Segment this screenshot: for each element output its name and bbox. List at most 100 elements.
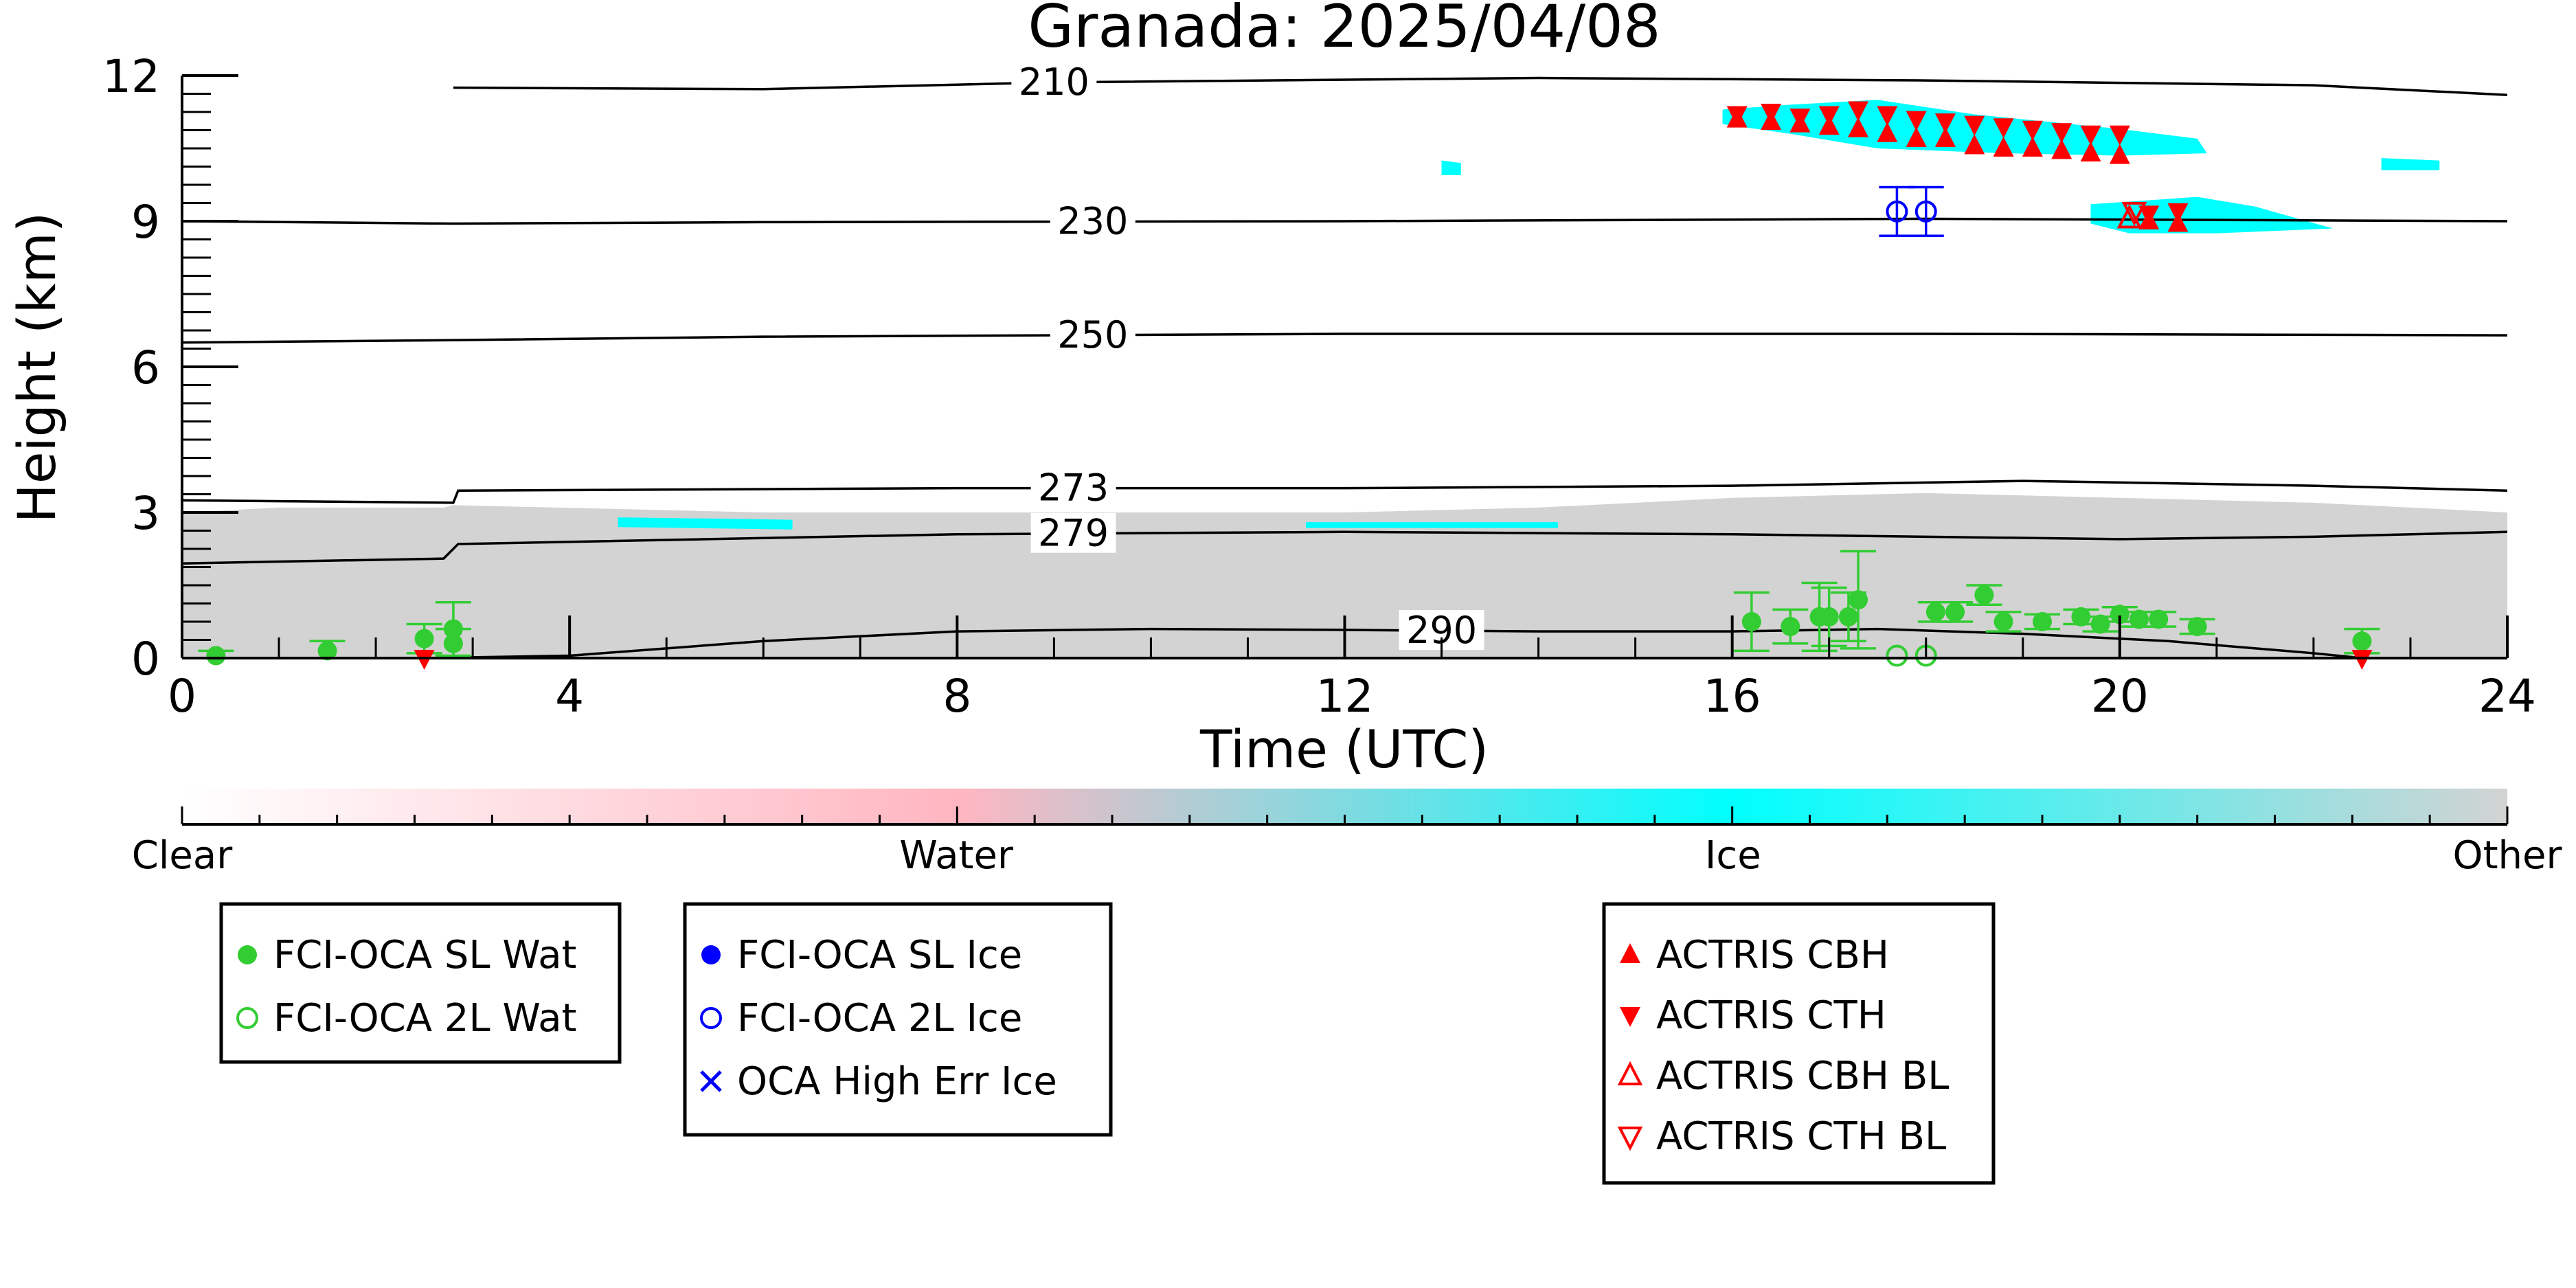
legend-marker [1620, 1007, 1640, 1027]
series-actris-cbh-bl [2116, 204, 2143, 229]
legend-label: ACTRIS CBH BL [1656, 1054, 1949, 1098]
isotherm-line-273 [181, 479, 2508, 504]
legend-box-3: ACTRIS CBH ACTRIS CTH ACTRIS CBH BL ACTRIS … [1602, 902, 1996, 1185]
category-colorbar: Clear Water Ice Other [132, 789, 2562, 878]
legend-marker [700, 1070, 722, 1092]
legend-item-actris-cth: ACTRIS CTH [1620, 993, 1886, 1038]
data-point [2109, 125, 2130, 146]
legend: FCI-OCA SL Wat FCI-OCA 2L Wat FCI-OCA SL I… [219, 902, 1996, 1185]
region-ice-4 [1441, 160, 1461, 175]
data-point [2187, 617, 2207, 637]
data-point [1886, 644, 1908, 667]
data-point [1818, 106, 1840, 126]
data-point [1848, 117, 1869, 137]
legend-frame [219, 902, 622, 1064]
legend-label: OCA High Err Ice [737, 1059, 1057, 1104]
isotherm-line-250 [181, 332, 2508, 344]
data-point [2121, 201, 2147, 227]
data-point [2167, 203, 2189, 223]
data-point [2051, 139, 2072, 159]
y-tick-label: 0 [131, 633, 160, 686]
data-point [1964, 134, 1985, 155]
data-point [1886, 200, 1908, 223]
region-ice-6 [1306, 522, 1558, 528]
colorbar-label-clear: Clear [132, 833, 233, 878]
legend-item-fci-oca-2l-ice: FCI-OCA 2L Ice [700, 996, 1022, 1041]
legend-item-actris-cth-bl: ACTRIS CTH BL [1617, 1114, 1946, 1159]
x-axis-title: Time (UTC) [1199, 719, 1489, 780]
isotherm-label-bg [1030, 467, 1116, 508]
x-tick-label: 20 [2091, 670, 2149, 723]
legend-label: ACTRIS CTH [1656, 993, 1886, 1038]
data-point [1726, 106, 1748, 126]
legend-item-fci-oca-2l-wat: FCI-OCA 2L Wat [236, 996, 577, 1041]
y-tick-label: 9 [131, 196, 160, 249]
data-point [2022, 137, 2043, 157]
data-point [1741, 612, 1761, 631]
x-tick-label: 4 [555, 670, 584, 723]
colorbar-label-other: Other [2452, 833, 2562, 878]
data-point [1781, 617, 1800, 637]
data-point [2351, 650, 2373, 670]
data-point [414, 629, 434, 648]
data-point [1838, 607, 1858, 626]
legend-item-fci-oca-sl-wat: FCI-OCA SL Wat [238, 933, 577, 978]
legend-frame [1602, 902, 1996, 1185]
data-point [2138, 205, 2160, 226]
data-point [2080, 142, 2101, 162]
isotherm-line-210 [453, 76, 2508, 97]
legend-item-actris-cbh-bl: ACTRIS CBH BL [1617, 1054, 1949, 1098]
data-point [1819, 607, 1839, 626]
x-tick-label: 24 [2478, 670, 2536, 723]
data-point [1761, 104, 1782, 124]
data-point [317, 641, 337, 661]
data-point [414, 650, 435, 670]
legend-label: FCI-OCA 2L Ice [737, 996, 1022, 1041]
data-point [2149, 609, 2169, 629]
y-tick-label: 6 [131, 341, 160, 394]
y-tick-label: 3 [131, 487, 160, 540]
data-point [1789, 109, 1811, 129]
y-axis-title: Height (km) [6, 212, 67, 523]
legend-item-actris-cbh: ACTRIS CBH [1620, 933, 1889, 978]
x-tick-label: 16 [1704, 670, 1761, 723]
y-tick-label: 12 [102, 50, 160, 103]
colorbar-label-ice: Ice [1705, 833, 1761, 878]
data-point [2116, 204, 2143, 229]
region-ice-5 [618, 517, 793, 530]
x-stroke [700, 1070, 722, 1092]
data-point [1993, 118, 2014, 139]
legend-marker [1620, 943, 1640, 963]
isotherm-label-250: 250 [1057, 313, 1128, 357]
data-point [1914, 200, 1937, 223]
data-point [1934, 126, 1956, 147]
series-actris-cbh [1726, 107, 2189, 232]
legend-label: ACTRIS CTH BL [1656, 1114, 1946, 1159]
legend-item-fci-oca-sl-ice: FCI-OCA SL Ice [701, 933, 1022, 978]
isotherm-label-bg [1030, 512, 1116, 553]
axes: 0 4 8 12 16 20 24 0 3 6 9 12 [102, 50, 2536, 723]
data-point [2080, 125, 2101, 146]
data-point [206, 646, 226, 666]
legend-item-oca-high-err-ice: OCA High Err Ice [700, 1059, 1057, 1104]
data-point [2071, 607, 2091, 626]
region-ice-3 [2381, 158, 2440, 170]
colorbar-label-water: Water [899, 833, 1014, 878]
legend-label: FCI-OCA SL Wat [273, 933, 577, 978]
data-point [1906, 111, 1927, 131]
x-tick-label: 0 [168, 670, 196, 723]
legend-box-2: FCI-OCA SL Ice FCI-OCA 2L Ice OCA High Err… [683, 902, 1113, 1137]
legend-frame [683, 902, 1113, 1137]
isotherm-label-bg [1050, 201, 1136, 241]
data-point [443, 633, 463, 653]
legend-marker [1617, 1127, 1643, 1151]
data-point [2033, 612, 2052, 631]
data-point [2090, 614, 2110, 634]
data-point [1993, 612, 2013, 631]
isotherm-label-210: 210 [1019, 60, 1089, 104]
legend-label: FCI-OCA SL Ice [737, 933, 1022, 978]
legend-label: ACTRIS CBH [1656, 933, 1889, 978]
isotherm-label-bg [1050, 314, 1136, 354]
chart-title: Granada: 2025/04/08 [1028, 0, 1660, 61]
